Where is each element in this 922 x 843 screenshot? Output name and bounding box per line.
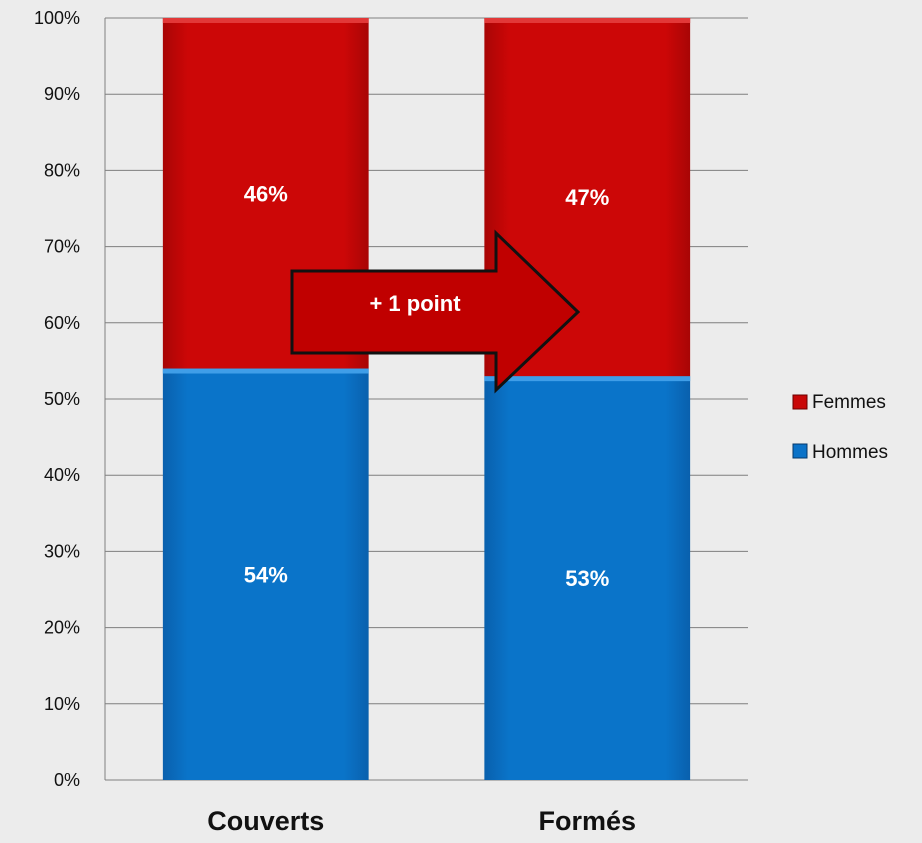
- data-label-hommes-0: 54%: [244, 562, 288, 587]
- legend-label-hommes: Hommes: [812, 442, 888, 463]
- y-tick-label: 100%: [34, 8, 80, 28]
- legend: Femmes Hommes: [792, 392, 888, 463]
- bar-cap-femmes-1: [484, 18, 691, 23]
- bar-hommes-0: [162, 368, 369, 780]
- data-label-femmes-0: 46%: [244, 181, 288, 206]
- bar-cap-hommes-0: [162, 368, 369, 374]
- y-tick-label: 40%: [44, 465, 80, 485]
- y-tick-label: 30%: [44, 541, 80, 561]
- y-tick-label: 80%: [44, 160, 80, 180]
- data-label-femmes-1: 47%: [565, 185, 609, 210]
- legend-label-femmes: Femmes: [812, 392, 886, 413]
- y-axis-ticks: 0% 10% 20% 30% 40% 50% 60% 70% 80% 90% 100%: [34, 8, 80, 790]
- x-axis-categories: Couverts Formés: [207, 806, 636, 836]
- y-tick-label: 20%: [44, 618, 80, 638]
- y-tick-label: 50%: [44, 389, 80, 409]
- bar-cap-femmes-0: [162, 18, 369, 23]
- y-tick-label: 90%: [44, 84, 80, 104]
- data-label-hommes-1: 53%: [565, 566, 609, 591]
- arrow-shape: [290, 229, 581, 394]
- y-tick-label: 60%: [44, 313, 80, 333]
- legend-swatch-hommes: [792, 443, 808, 459]
- bar-cap-hommes-1: [484, 376, 691, 382]
- y-tick-label: 0%: [54, 770, 80, 790]
- y-tick-label: 70%: [44, 237, 80, 257]
- x-category-label: Formés: [538, 806, 636, 836]
- y-tick-label: 10%: [44, 694, 80, 714]
- legend-swatch-femmes: [792, 394, 808, 410]
- data-labels: 54% 46% 53% 47%: [244, 181, 610, 591]
- annotation-label: + 1 point: [369, 291, 461, 316]
- legend-item-hommes: Hommes: [792, 442, 888, 463]
- x-category-label: Couverts: [207, 806, 324, 836]
- legend-item-femmes: Femmes: [792, 392, 886, 413]
- bar-hommes-1: [484, 376, 691, 780]
- annotation-arrow: + 1 point: [290, 229, 581, 394]
